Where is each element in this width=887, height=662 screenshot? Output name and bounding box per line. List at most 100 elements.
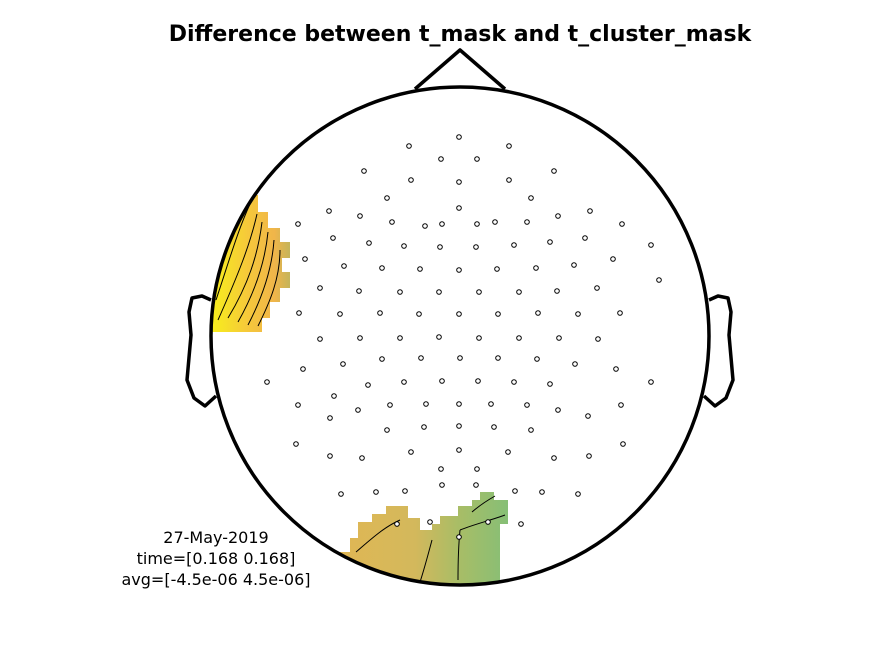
electrode-marker (476, 289, 482, 295)
contour-line (471, 495, 496, 513)
electrode-marker (377, 310, 383, 316)
electrode-marker (594, 285, 600, 291)
electrode-marker (610, 256, 616, 262)
electrode-marker (619, 221, 625, 227)
electrode-marker (439, 482, 445, 488)
electrode-marker (524, 219, 530, 225)
nose-icon (413, 48, 507, 91)
left-ear-icon (185, 294, 218, 408)
electrode-marker (355, 407, 361, 413)
electrode-marker (456, 267, 462, 273)
electrode-marker (387, 402, 393, 408)
electrode-marker (488, 401, 494, 407)
electrode-marker (533, 265, 539, 271)
electrode-marker (456, 401, 462, 407)
electrode-marker (456, 423, 462, 429)
left-cluster-region (212, 195, 290, 332)
bottom-cluster-region (340, 492, 508, 585)
electrode-marker (535, 310, 541, 316)
electrode-marker (617, 310, 623, 316)
electrode-marker (524, 402, 530, 408)
electrode-marker (492, 219, 498, 225)
electrode-marker (495, 355, 501, 361)
electrode-marker (506, 143, 512, 149)
electrode-marker (491, 424, 497, 430)
electrode-marker (457, 355, 463, 361)
electrode-marker (439, 378, 445, 384)
electrode-marker (379, 356, 385, 362)
contour-line (257, 249, 281, 327)
electrodes (264, 134, 662, 540)
head-circle (209, 85, 711, 587)
electrode-marker (551, 455, 557, 461)
time-label: time=[0.168 0.168] (137, 549, 296, 568)
electrode-marker (575, 311, 581, 317)
electrode-marker (416, 311, 422, 317)
electrode-marker (456, 534, 462, 540)
electrode-marker (474, 221, 480, 227)
electrode-marker (295, 402, 301, 408)
electrode-marker (474, 156, 480, 162)
electrode-marker (528, 427, 534, 433)
electrode-marker (656, 277, 662, 283)
electrode-marker (539, 489, 545, 495)
electrode-marker (586, 453, 592, 459)
electrode-marker (326, 208, 332, 214)
electrode-marker (494, 266, 500, 272)
electrode-marker (357, 335, 363, 341)
electrode-marker (555, 407, 561, 413)
electrode-marker (456, 311, 462, 317)
electrode-marker (575, 491, 581, 497)
electrode-marker (506, 177, 512, 183)
electrode-marker (456, 205, 462, 211)
electrode-marker (556, 335, 562, 341)
electrode-marker (423, 401, 429, 407)
electrode-marker (475, 378, 481, 384)
electrode-marker (401, 379, 407, 385)
head-outline (185, 48, 735, 587)
electrode-marker (402, 488, 408, 494)
electrode-marker (361, 168, 367, 174)
electrode-marker (485, 519, 491, 525)
electrode-marker (327, 453, 333, 459)
electrode-marker (620, 441, 626, 447)
electrode-marker (327, 415, 333, 421)
electrode-marker (317, 285, 323, 291)
electrode-marker (401, 243, 407, 249)
electrode-marker (421, 424, 427, 430)
electrode-marker (554, 288, 560, 294)
electrode-marker (618, 402, 624, 408)
electrode-marker (357, 213, 363, 219)
avg-label: avg=[-4.5e-06 4.5e-06] (121, 570, 310, 589)
electrode-marker (648, 379, 654, 385)
electrode-marker (518, 521, 524, 527)
electrode-marker (408, 177, 414, 183)
electrode-marker (587, 208, 593, 214)
date-label: 27-May-2019 (163, 528, 268, 547)
electrode-marker (551, 168, 557, 174)
electrode-marker (418, 355, 424, 361)
electrode-marker (427, 519, 433, 525)
electrode-marker (406, 143, 412, 149)
electrode-marker (408, 449, 414, 455)
electrode-marker (437, 244, 443, 250)
electrode-marker (295, 221, 301, 227)
electrode-marker (422, 223, 428, 229)
electrode-marker (473, 482, 479, 488)
electrode-marker (389, 219, 395, 225)
electrode-marker (547, 239, 553, 245)
electrode-marker (516, 335, 522, 341)
electrode-marker (397, 335, 403, 341)
electrode-marker (359, 455, 365, 461)
electrode-marker (296, 310, 302, 316)
electrode-marker (474, 466, 480, 472)
contour-line (459, 514, 506, 531)
electrode-marker (511, 379, 517, 385)
electrode-marker (436, 334, 442, 340)
electrode-marker (384, 427, 390, 433)
electrode-marker (456, 179, 462, 185)
electrode-marker (456, 134, 462, 140)
electrode-marker (373, 489, 379, 495)
electrode-marker (337, 311, 343, 317)
electrode-marker (456, 447, 462, 453)
